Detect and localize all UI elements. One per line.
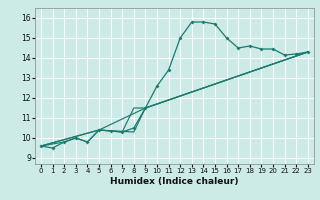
X-axis label: Humidex (Indice chaleur): Humidex (Indice chaleur)	[110, 177, 239, 186]
